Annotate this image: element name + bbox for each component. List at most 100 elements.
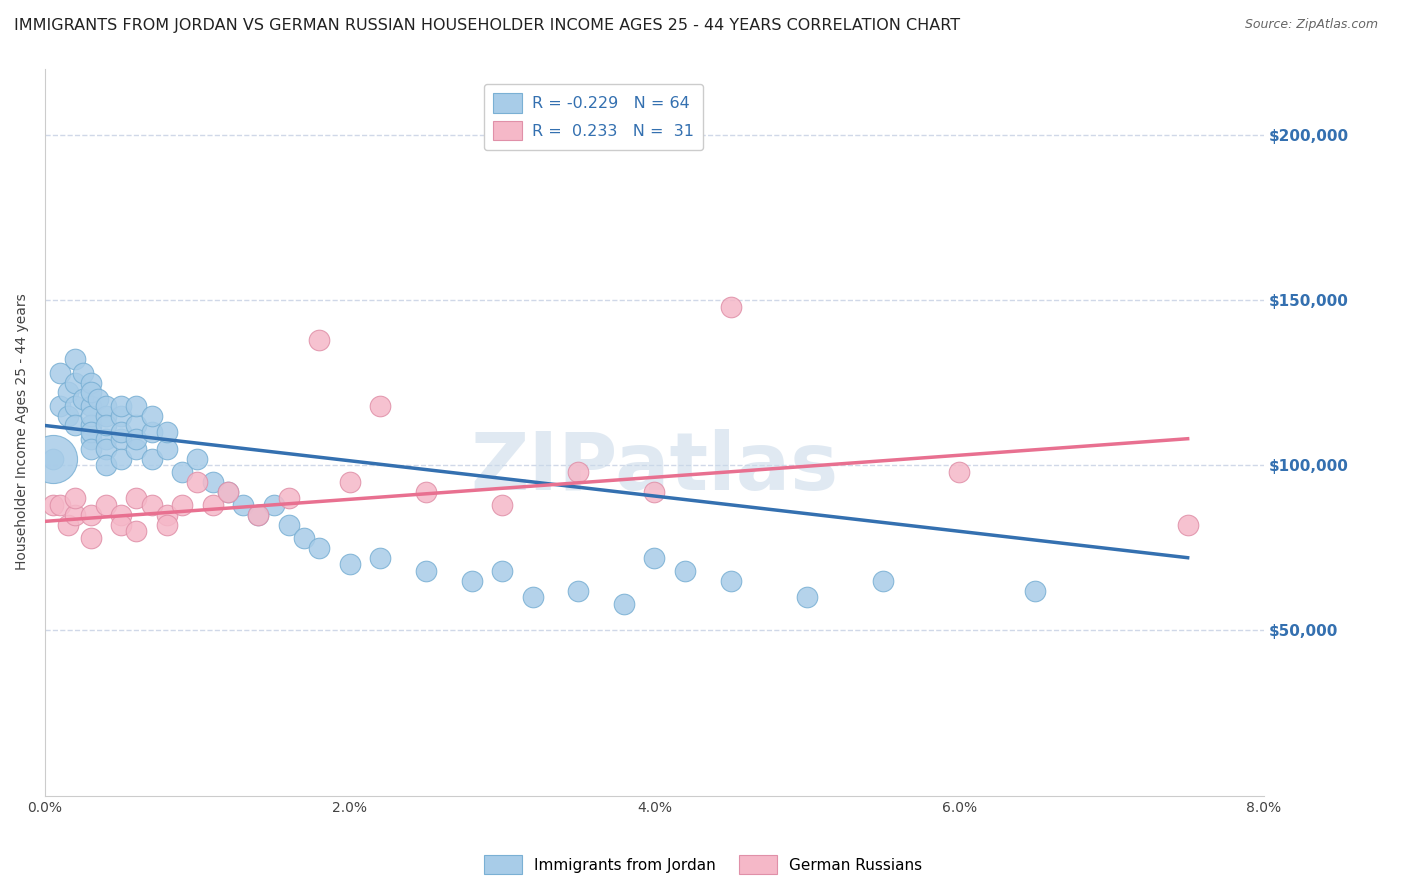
Legend: Immigrants from Jordan, German Russians: Immigrants from Jordan, German Russians xyxy=(478,849,928,880)
Point xyxy=(415,564,437,578)
Point xyxy=(65,399,87,413)
Point xyxy=(79,418,101,433)
Text: Source: ZipAtlas.com: Source: ZipAtlas.com xyxy=(1244,18,1378,31)
Point xyxy=(141,409,163,423)
Text: ZIPatlas: ZIPatlas xyxy=(470,429,838,508)
Point xyxy=(125,399,148,413)
Point xyxy=(292,531,315,545)
Point xyxy=(94,458,117,472)
Point xyxy=(567,583,589,598)
Point xyxy=(339,475,361,489)
Point xyxy=(79,442,101,456)
Point xyxy=(65,508,87,522)
Point xyxy=(41,498,63,512)
Point xyxy=(156,425,179,439)
Point xyxy=(94,432,117,446)
Point xyxy=(1177,517,1199,532)
Point xyxy=(94,442,117,456)
Legend: R = -0.229   N = 64, R =  0.233   N =  31: R = -0.229 N = 64, R = 0.233 N = 31 xyxy=(484,84,703,150)
Point xyxy=(156,442,179,456)
Point xyxy=(141,451,163,466)
Point xyxy=(201,498,224,512)
Point xyxy=(65,491,87,506)
Point xyxy=(87,392,110,406)
Point xyxy=(79,409,101,423)
Point xyxy=(94,498,117,512)
Point xyxy=(79,399,101,413)
Point xyxy=(49,399,72,413)
Point xyxy=(141,425,163,439)
Point xyxy=(368,550,391,565)
Point xyxy=(125,524,148,539)
Point xyxy=(94,399,117,413)
Text: IMMIGRANTS FROM JORDAN VS GERMAN RUSSIAN HOUSEHOLDER INCOME AGES 25 - 44 YEARS C: IMMIGRANTS FROM JORDAN VS GERMAN RUSSIAN… xyxy=(14,18,960,33)
Point xyxy=(673,564,696,578)
Point xyxy=(186,475,208,489)
Point xyxy=(872,574,894,588)
Point xyxy=(201,475,224,489)
Point xyxy=(1024,583,1046,598)
Point xyxy=(217,484,239,499)
Point xyxy=(72,366,94,380)
Point xyxy=(308,333,330,347)
Point xyxy=(110,409,132,423)
Point xyxy=(79,508,101,522)
Point xyxy=(339,558,361,572)
Point xyxy=(65,352,87,367)
Point xyxy=(79,385,101,400)
Point xyxy=(110,517,132,532)
Point xyxy=(172,498,194,512)
Point xyxy=(460,574,482,588)
Point xyxy=(79,531,101,545)
Point xyxy=(720,300,742,314)
Point xyxy=(110,432,132,446)
Point xyxy=(125,442,148,456)
Point xyxy=(613,597,636,611)
Point xyxy=(94,418,117,433)
Point xyxy=(56,517,79,532)
Point xyxy=(172,465,194,479)
Point xyxy=(368,399,391,413)
Point xyxy=(49,498,72,512)
Point xyxy=(56,385,79,400)
Point xyxy=(79,376,101,390)
Point xyxy=(720,574,742,588)
Point xyxy=(125,491,148,506)
Point xyxy=(522,591,544,605)
Point xyxy=(796,591,818,605)
Point xyxy=(491,564,513,578)
Point xyxy=(65,376,87,390)
Point xyxy=(156,517,179,532)
Point xyxy=(110,508,132,522)
Point xyxy=(308,541,330,555)
Point xyxy=(110,425,132,439)
Point xyxy=(94,409,117,423)
Point xyxy=(491,498,513,512)
Point xyxy=(125,418,148,433)
Point xyxy=(567,465,589,479)
Point xyxy=(41,451,63,466)
Point xyxy=(277,517,299,532)
Point xyxy=(156,508,179,522)
Point xyxy=(247,508,270,522)
Point xyxy=(110,451,132,466)
Point xyxy=(217,484,239,499)
Point xyxy=(141,498,163,512)
Point xyxy=(72,392,94,406)
Point xyxy=(56,409,79,423)
Point xyxy=(948,465,970,479)
Point xyxy=(65,418,87,433)
Point xyxy=(79,425,101,439)
Y-axis label: Householder Income Ages 25 - 44 years: Householder Income Ages 25 - 44 years xyxy=(15,293,30,571)
Point xyxy=(643,550,665,565)
Point xyxy=(49,366,72,380)
Point xyxy=(79,432,101,446)
Point xyxy=(110,399,132,413)
Point xyxy=(186,451,208,466)
Point xyxy=(263,498,285,512)
Point xyxy=(415,484,437,499)
Point xyxy=(247,508,270,522)
Point xyxy=(232,498,254,512)
Point xyxy=(41,451,63,466)
Point xyxy=(125,432,148,446)
